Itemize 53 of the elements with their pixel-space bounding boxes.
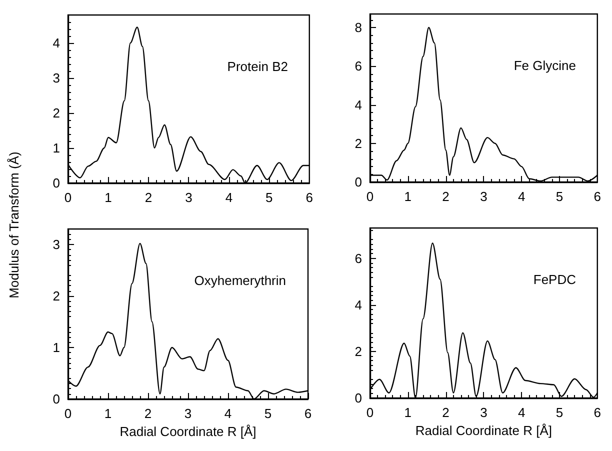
x-tick-label: 5 (556, 189, 564, 204)
y-tick-label: 6 (354, 58, 362, 74)
y-tick-label: 1 (52, 140, 60, 156)
x-tick-label: 1 (104, 190, 112, 205)
y-axis-title: Modulus of Transform (Å) (6, 152, 22, 298)
y-tick-label: 2 (354, 344, 362, 359)
x-tick-label: 0 (64, 406, 72, 421)
x-axis-title: Radial Coordinate R [Å] (415, 422, 552, 438)
annotation: Oxyhemerythrin (194, 273, 286, 288)
x-tick-label: 2 (144, 406, 152, 421)
y-tick-label: 0 (52, 176, 60, 190)
x-tick-label: 6 (306, 190, 313, 205)
x-tick-label: 4 (225, 190, 233, 205)
x-tick-label: 2 (144, 190, 152, 205)
y-tick-label: 4 (354, 97, 362, 112)
x-tick-label: 3 (185, 190, 192, 205)
y-tick-label: 1 (52, 340, 60, 355)
x-tick-label: 3 (184, 406, 192, 421)
x-tick-label: 1 (404, 405, 412, 420)
y-tick-label: 4 (354, 297, 362, 312)
x-tick-label: 0 (366, 189, 374, 204)
x-tick-label: 3 (480, 189, 488, 204)
annotation: Protein B2 (227, 59, 288, 74)
x-tick-label: 6 (594, 189, 601, 204)
x-tick-label: 5 (266, 190, 273, 205)
x-tick-label: 2 (442, 189, 450, 204)
y-tick-label: 0 (354, 174, 362, 190)
x-tick-label: 4 (224, 406, 232, 421)
x-tick-label: 0 (366, 405, 374, 420)
y-tick-label: 0 (354, 390, 362, 406)
x-tick-label: 6 (594, 405, 601, 420)
y-tick-label: 0 (52, 392, 60, 406)
annotation: Fe Glycine (514, 58, 576, 73)
x-tick-label: 6 (304, 406, 312, 421)
x-tick-label: 5 (556, 405, 564, 420)
y-tick-label: 6 (354, 250, 362, 266)
annotation: FePDC (533, 272, 576, 287)
y-tick-label: 3 (52, 70, 60, 86)
x-tick-label: 4 (518, 189, 526, 204)
y-tick-label: 2 (354, 136, 362, 151)
y-tick-label: 2 (52, 288, 60, 304)
x-tick-label: 1 (104, 406, 112, 421)
y-tick-label: 3 (52, 236, 60, 252)
x-axis-title: Radial Coordinate R [Å] (120, 424, 256, 439)
x-tick-label: 5 (264, 406, 272, 421)
x-tick-label: 1 (404, 189, 412, 204)
x-tick-label: 3 (480, 405, 488, 420)
x-tick-label: 2 (442, 405, 450, 420)
y-tick-label: 2 (52, 106, 60, 120)
x-tick-label: 4 (518, 405, 526, 420)
x-tick-label: 0 (64, 190, 72, 205)
y-tick-label: 4 (52, 36, 60, 50)
y-tick-label: 8 (354, 20, 362, 36)
